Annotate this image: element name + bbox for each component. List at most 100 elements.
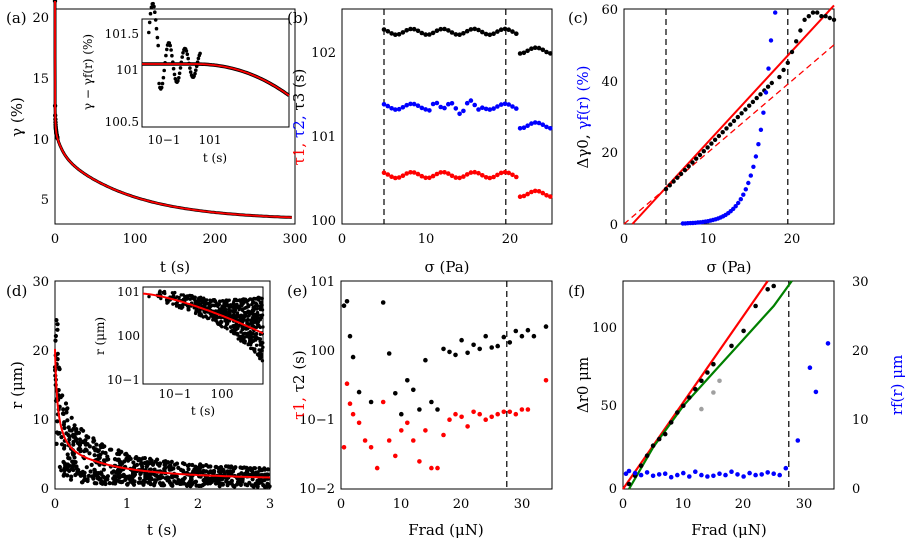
e-point-black [356, 389, 362, 395]
c-point-black [724, 126, 729, 131]
d-point [100, 481, 105, 486]
b-point-blue [419, 105, 425, 111]
d-point [115, 478, 120, 483]
e-point-red [356, 420, 362, 426]
b-point-blue [393, 107, 398, 112]
d-point [172, 462, 178, 467]
e-point-red [477, 411, 483, 417]
d-inset-point [179, 306, 184, 310]
d-point [67, 463, 72, 468]
c-point-blue [756, 142, 761, 147]
b-point-blue [468, 98, 474, 103]
d-point [61, 459, 66, 465]
d-inset-point [191, 297, 196, 301]
d-inset-point [259, 352, 264, 357]
f-point-black [662, 431, 668, 437]
f-point-black [650, 443, 656, 449]
c-point-blue [746, 180, 751, 186]
d-inset-point [256, 304, 260, 308]
d-inset-point [261, 325, 265, 329]
b-point-blue [446, 101, 451, 107]
d-point [218, 476, 223, 481]
a-inset-point [173, 77, 178, 81]
d-ytick: 10 [32, 413, 49, 428]
d-inset-point [234, 325, 239, 329]
f-point-blue [813, 389, 819, 395]
b-point-black [393, 32, 398, 37]
b-point-red [415, 171, 421, 177]
b-point-black [476, 27, 481, 33]
d-point [92, 453, 97, 458]
f-xlabel: Frad (μN) [691, 521, 766, 539]
d-point [156, 476, 161, 481]
f-ylabel-right: rf(r) μm [888, 355, 906, 415]
b-point-blue [438, 104, 444, 110]
d-point [127, 476, 132, 481]
d-inset-point [254, 338, 258, 342]
d-point [199, 483, 204, 488]
f-point-blue [777, 472, 782, 478]
a-xtick: 0 [51, 232, 59, 247]
a-inset-point [153, 18, 158, 22]
d-point [116, 457, 121, 462]
d-point [198, 462, 203, 467]
b-point-red [396, 175, 402, 180]
a-inset-point [198, 51, 202, 56]
d-point [261, 478, 266, 483]
b-point-black [491, 31, 496, 36]
b-point-blue [517, 126, 523, 131]
f-point-blue [705, 474, 710, 479]
e-point-red [380, 399, 386, 405]
d-point [194, 466, 199, 471]
b-point-black [442, 26, 447, 32]
d-inset-point [162, 289, 167, 294]
d-inset-point [220, 305, 224, 309]
d-point [142, 456, 147, 461]
c-point-black [785, 60, 790, 65]
d-inset-point [207, 301, 211, 306]
f-point-black [675, 410, 680, 415]
b-point-red [446, 171, 451, 176]
d-ytick: 20 [32, 344, 49, 359]
d-point [148, 456, 153, 461]
b-point-red [525, 191, 530, 197]
e-point-red [393, 453, 398, 459]
d-inset-point [206, 316, 210, 321]
e-point-black [525, 327, 531, 333]
e-point-black [489, 345, 495, 350]
d-point [154, 473, 159, 478]
c-point-black [831, 17, 837, 22]
b-point-blue [457, 111, 462, 117]
d-inset-point [159, 296, 163, 301]
f-point-black [668, 420, 674, 425]
d-inset-point [260, 347, 264, 351]
b-point-red [411, 170, 417, 175]
e-point-black [465, 350, 470, 356]
b-point-red [442, 170, 447, 175]
a-inset-point [147, 20, 152, 25]
d-point [70, 451, 76, 456]
b-point-blue [423, 107, 428, 112]
a-ylabel: γ (%) [8, 97, 26, 137]
b-point-black [502, 26, 508, 32]
d-inset-point [253, 319, 258, 323]
b-point-red [430, 173, 436, 179]
e-point-black [507, 340, 513, 345]
c-point-black [716, 133, 722, 139]
b-point-black [400, 30, 406, 35]
d-point [176, 478, 181, 483]
b-ylabel: τ1, τ2, τ3 (s) [290, 69, 308, 166]
c-xtick: 20 [784, 232, 801, 247]
c-point-black [758, 92, 763, 97]
d-inset-point [245, 321, 249, 325]
c-point-black [819, 14, 824, 19]
c-point-black [690, 160, 695, 165]
b-point-blue [404, 102, 410, 108]
f-ytick: 100 [592, 321, 617, 336]
c-xtick: 0 [620, 232, 628, 247]
f-point-gray [699, 406, 704, 412]
d-point [62, 468, 67, 473]
d-inset-point [259, 340, 263, 344]
b-point-black [423, 32, 428, 37]
a-inset-point [159, 85, 164, 90]
